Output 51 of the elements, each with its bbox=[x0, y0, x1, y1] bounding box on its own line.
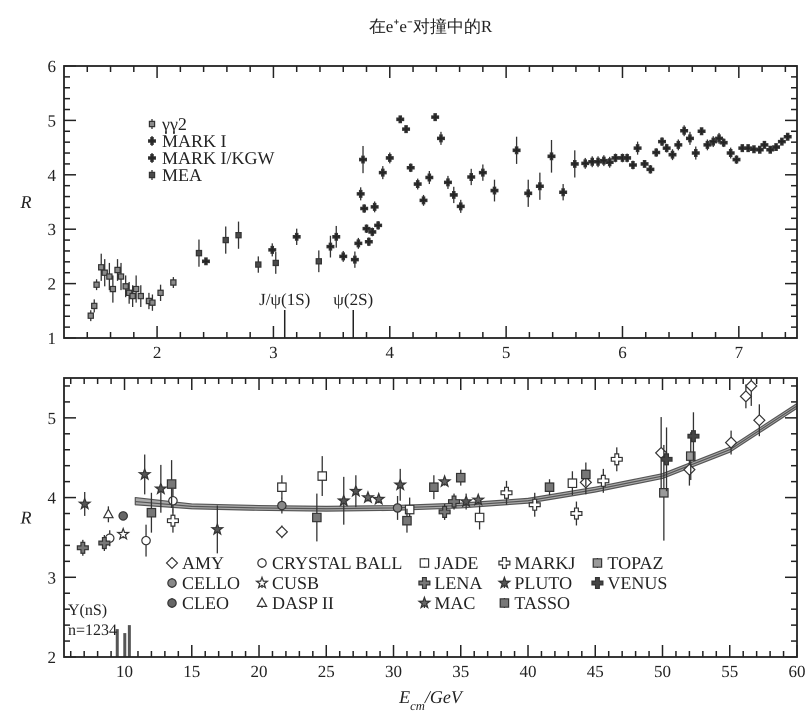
y-tick-label: 3 bbox=[48, 220, 56, 240]
legend-label: PLUTO bbox=[514, 573, 572, 593]
x-tick-label: 3 bbox=[269, 343, 278, 362]
y-tick-label: 1 bbox=[48, 329, 56, 348]
y-tick-label: 5 bbox=[48, 408, 56, 428]
legend-label: TASSO bbox=[514, 593, 570, 613]
x-tick-label: 4 bbox=[386, 343, 395, 362]
y-tick-label: 4 bbox=[48, 166, 56, 185]
legend-label: CRYSTAL BALL bbox=[272, 553, 402, 573]
ref-line-label: J/ψ(1S) bbox=[259, 290, 310, 309]
y-tick-label: 5 bbox=[48, 111, 56, 130]
x-tick-label: 20 bbox=[250, 662, 268, 681]
legend-label: CLEO bbox=[182, 593, 229, 613]
annotation: n=1234 bbox=[68, 622, 118, 639]
legend-label: MARKJ bbox=[514, 553, 576, 573]
y-axis-title: R bbox=[20, 508, 32, 528]
legend-label: MARK I/KGW bbox=[162, 148, 274, 168]
annotation: Υ(nS) bbox=[68, 602, 108, 619]
x-tick-label: 60 bbox=[788, 662, 806, 681]
y-tick-label: 4 bbox=[48, 488, 56, 508]
y-tick-label: 3 bbox=[48, 568, 56, 588]
x-tick-label: 30 bbox=[385, 662, 402, 681]
x-tick-label: 6 bbox=[618, 343, 627, 362]
y-tick-label: 2 bbox=[48, 648, 56, 667]
legend-label: DASP II bbox=[272, 593, 334, 613]
x-tick-label: 5 bbox=[502, 343, 510, 362]
x-tick-label: 25 bbox=[318, 662, 335, 681]
y-axis-title: R bbox=[20, 192, 32, 212]
legend-label: VENUS bbox=[607, 573, 668, 593]
x-tick-label: 2 bbox=[152, 343, 162, 362]
chart-title: 在e⁺e⁻对撞中的R bbox=[368, 17, 493, 36]
legend-label: CUSB bbox=[272, 573, 320, 593]
legend-label: LENA bbox=[434, 573, 482, 593]
x-tick-label: 50 bbox=[654, 662, 672, 681]
legend-label: JADE bbox=[434, 553, 478, 573]
legend-label: MEA bbox=[162, 165, 202, 185]
legend-label: CELLO bbox=[182, 573, 240, 593]
legend-label: MAC bbox=[434, 593, 476, 613]
x-tick-label: 40 bbox=[520, 662, 537, 681]
y-tick-label: 2 bbox=[48, 274, 56, 294]
x-tick-label: 15 bbox=[183, 662, 200, 681]
x-tick-label: 7 bbox=[734, 343, 744, 362]
x-axis-title: E$_{cm}$/GeV bbox=[398, 687, 464, 713]
legend-label: TOPAZ bbox=[607, 553, 664, 573]
ref-line-label: ψ(2S) bbox=[333, 290, 374, 309]
x-tick-label: 45 bbox=[586, 662, 604, 681]
x-tick-label: 35 bbox=[452, 662, 470, 681]
x-tick-label: 55 bbox=[721, 662, 738, 681]
y-tick-label: 6 bbox=[48, 57, 56, 76]
x-tick-label: 10 bbox=[116, 662, 134, 681]
legend-label: AMY bbox=[182, 553, 224, 573]
